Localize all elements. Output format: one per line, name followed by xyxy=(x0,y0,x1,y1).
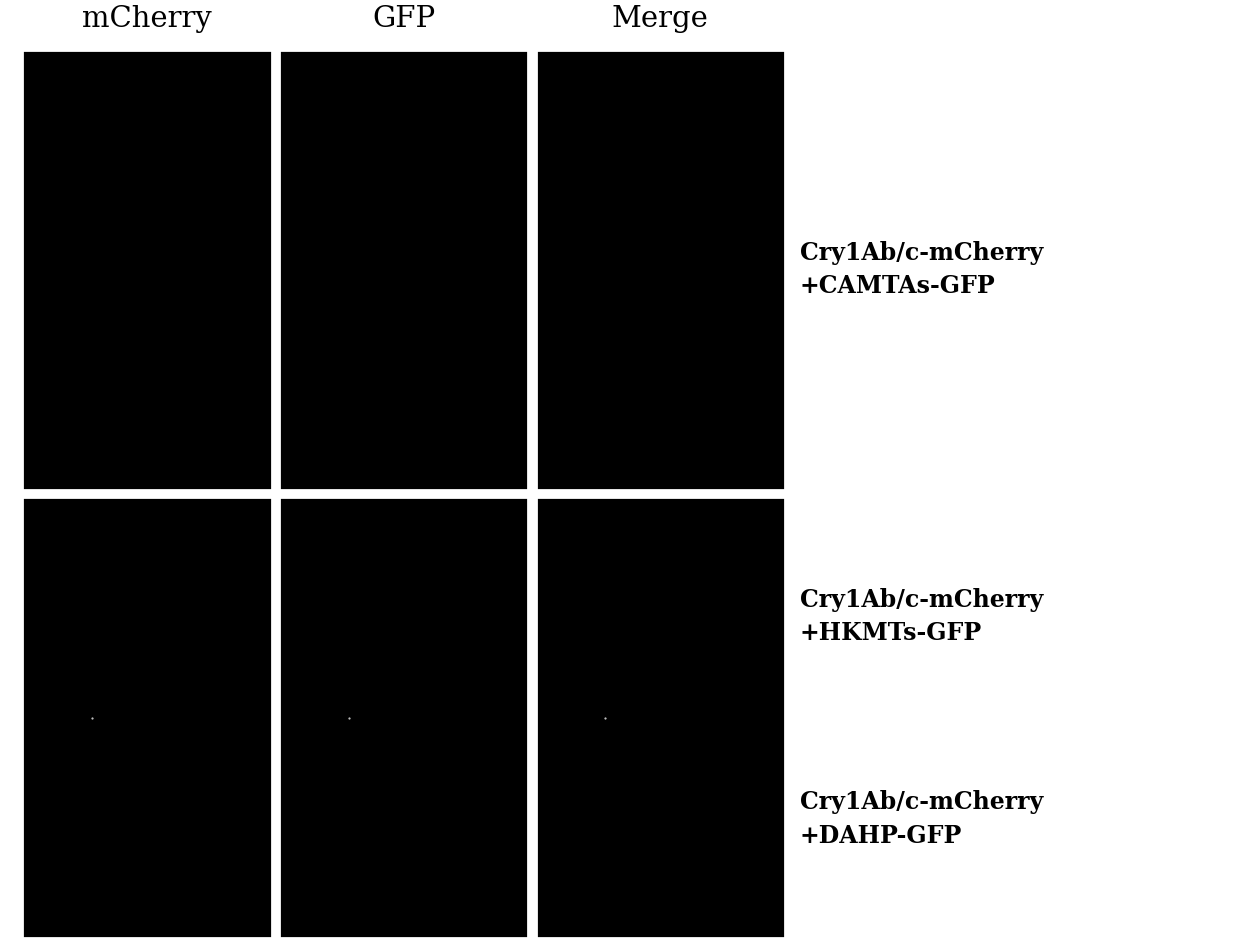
Text: mCherry: mCherry xyxy=(82,5,212,32)
Bar xyxy=(536,50,785,490)
Bar xyxy=(536,498,785,938)
Text: Cry1Ab/c-mCherry
+DAHP-GFP: Cry1Ab/c-mCherry +DAHP-GFP xyxy=(800,790,1043,847)
Bar xyxy=(279,498,528,938)
Bar xyxy=(279,50,528,490)
Bar xyxy=(22,50,272,490)
Bar xyxy=(22,498,272,938)
Text: GFP: GFP xyxy=(372,5,435,32)
Text: Cry1Ab/c-mCherry
+HKMTs-GFP: Cry1Ab/c-mCherry +HKMTs-GFP xyxy=(800,587,1043,645)
Text: Merge: Merge xyxy=(611,5,709,32)
Text: Cry1Ab/c-mCherry
+CAMTAs-GFP: Cry1Ab/c-mCherry +CAMTAs-GFP xyxy=(800,241,1043,298)
